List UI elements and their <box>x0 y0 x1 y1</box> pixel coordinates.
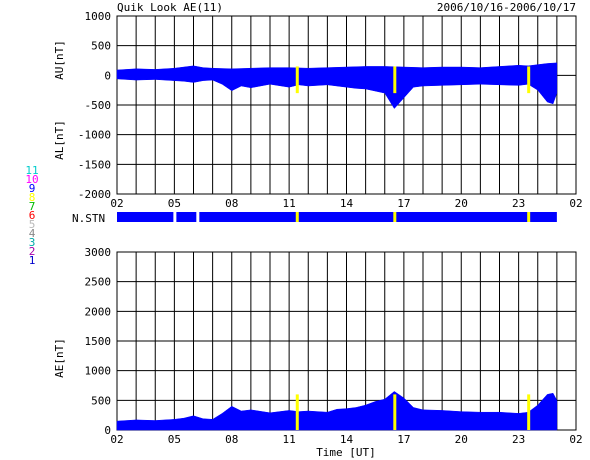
au-al-ytick-label: -2000 <box>78 188 111 201</box>
au-al-ytick-label: -500 <box>85 99 112 112</box>
ae-ytick-label: 500 <box>91 394 111 407</box>
station-change-marker <box>393 66 397 94</box>
legend-station-10: 10 <box>25 173 38 186</box>
au-al-ytick-label: -1500 <box>78 158 111 171</box>
au-al-xtick-label: 20 <box>455 197 468 210</box>
au-al-series-au <box>116 62 558 76</box>
nstn-gap-marker <box>393 212 397 222</box>
au-al-xtick-label: 17 <box>397 197 410 210</box>
au-al-xtick-label: 11 <box>283 197 296 210</box>
station-change-marker <box>527 394 531 430</box>
au-al-xtick-label: 02 <box>110 197 123 210</box>
legend-station-8: 8 <box>29 191 36 204</box>
legend-station-2: 2 <box>29 245 36 258</box>
ae-xtick-label: 20 <box>455 433 468 446</box>
ae-ytick-label: 2000 <box>85 305 112 318</box>
nstn-label: N.STN <box>72 212 105 225</box>
ae-xtick-label: 17 <box>397 433 410 446</box>
station-count-panel: N.STN <box>72 212 557 225</box>
au-al-xtick-label: 05 <box>168 197 181 210</box>
ae-xtick-label: 08 <box>225 433 238 446</box>
nstn-gap-marker <box>196 212 200 222</box>
au-al-xtick-label: 08 <box>225 197 238 210</box>
ae-ytick-label: 1500 <box>85 335 112 348</box>
au-axis-label: AU[nT] <box>53 40 66 80</box>
legend-station-11: 11 <box>25 164 38 177</box>
au-al-ytick-label: 0 <box>104 69 111 82</box>
ae-ytick-label: 2500 <box>85 276 112 289</box>
au-al-xtick-label: 23 <box>512 197 525 210</box>
ae-ytick-label: 3000 <box>85 246 112 259</box>
legend-station-9: 9 <box>29 182 36 195</box>
ae-xtick-label: 02 <box>569 433 582 446</box>
au-al-series-al <box>116 75 558 109</box>
station-change-marker <box>527 66 531 94</box>
ae-xtick-label: 05 <box>168 433 181 446</box>
ae-axis-label: AE[nT] <box>53 338 66 378</box>
ae-xtick-label: 02 <box>110 433 123 446</box>
au-al-xtick-label: 14 <box>340 197 354 210</box>
ae-series-ae <box>116 391 558 431</box>
al-axis-label: AL[nT] <box>53 120 66 160</box>
nstn-gap-marker <box>295 212 299 222</box>
legend-station-7: 7 <box>29 200 36 213</box>
station-change-marker <box>295 394 299 430</box>
legend-station-3: 3 <box>29 236 36 249</box>
station-change-marker <box>295 66 299 94</box>
ae-xtick-label: 11 <box>283 433 296 446</box>
ae-xtick-label: 14 <box>340 433 354 446</box>
au-al-xtick-label: 02 <box>569 197 582 210</box>
legend-station-4: 4 <box>29 227 36 240</box>
time-axis-label: Time [UT] <box>316 446 376 459</box>
ae-xtick-label: 23 <box>512 433 525 446</box>
date-range-label: 2006/10/16-2006/10/17 <box>437 1 576 14</box>
legend-station-6: 6 <box>29 209 36 222</box>
au-al-ytick-label: 500 <box>91 40 111 53</box>
ae-ytick-label: 1000 <box>85 365 112 378</box>
ae-ytick-label: 0 <box>104 424 111 437</box>
nstn-gap-marker <box>527 212 531 222</box>
station-change-marker <box>393 394 397 430</box>
legend-station-5: 5 <box>29 218 36 231</box>
nstn-bar <box>117 212 557 222</box>
nstn-gap-marker <box>173 212 177 222</box>
chart-title: Quik Look AE(11) <box>117 1 223 14</box>
au-al-ytick-label: 1000 <box>85 10 112 23</box>
au-al-ytick-label: -1000 <box>78 129 111 142</box>
legend-station-1: 1 <box>29 254 36 267</box>
